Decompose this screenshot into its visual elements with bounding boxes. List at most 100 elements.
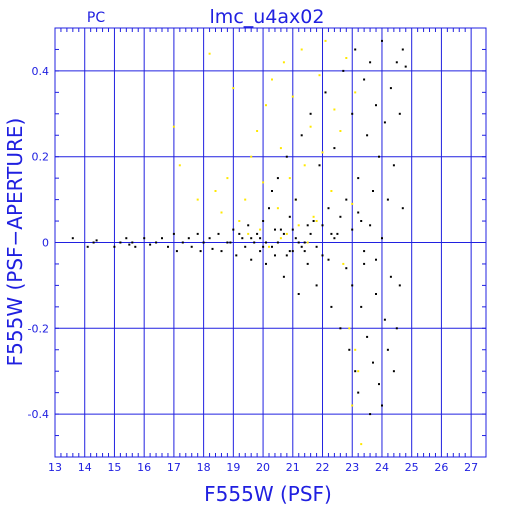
data-point-black — [285, 155, 288, 158]
data-point-yellow — [268, 245, 270, 248]
data-point-black — [383, 121, 386, 124]
data-point-black — [149, 243, 152, 246]
data-point-black — [265, 241, 267, 244]
data-point-black — [345, 267, 348, 270]
data-point-black — [372, 190, 374, 192]
data-point-black — [398, 112, 401, 115]
data-point-black — [375, 258, 377, 261]
data-point-black — [175, 250, 178, 253]
data-point-black — [315, 245, 318, 248]
data-point-black — [297, 241, 300, 244]
data-point-black — [244, 245, 247, 248]
data-point-black — [351, 112, 354, 115]
data-point-yellow — [354, 348, 357, 351]
data-point-black — [291, 228, 294, 231]
data-point-yellow — [196, 198, 199, 201]
x-tick-label: 18 — [197, 461, 211, 474]
data-point-black — [181, 241, 184, 244]
data-point-black — [297, 293, 300, 295]
data-point-black — [363, 250, 366, 253]
y-tick-label: -0.4 — [28, 408, 49, 421]
data-point-black — [202, 241, 205, 244]
data-point-black — [357, 177, 360, 180]
data-point-black — [125, 237, 128, 240]
y-tick-label: 0.4 — [32, 65, 50, 78]
data-point-yellow — [306, 241, 309, 244]
x-tick-label: 15 — [107, 461, 121, 474]
x-tick-label: 14 — [78, 461, 92, 474]
data-point-yellow — [312, 215, 315, 218]
data-point-black — [285, 254, 288, 257]
x-tick-label: 20 — [256, 461, 270, 474]
data-point-black — [282, 232, 285, 235]
data-point-black — [276, 241, 279, 244]
data-point-yellow — [178, 164, 181, 167]
data-point-black — [262, 245, 265, 248]
data-point-black — [342, 69, 345, 72]
data-point-black — [363, 262, 366, 265]
data-point-yellow — [309, 125, 312, 128]
data-point-black — [327, 207, 330, 210]
plot-grid — [54, 27, 487, 458]
data-point-yellow — [226, 177, 229, 180]
data-point-black — [119, 241, 122, 244]
data-point-black — [381, 237, 383, 240]
data-point-black — [271, 190, 273, 192]
data-point-yellow — [276, 207, 279, 210]
x-tick-label: 27 — [464, 461, 478, 474]
data-point-yellow — [303, 164, 306, 167]
data-point-black — [366, 335, 369, 338]
data-point-black — [401, 48, 404, 51]
x-tick-label: 24 — [375, 461, 389, 474]
data-point-black — [155, 241, 158, 244]
data-point-black — [262, 220, 265, 222]
data-point-black — [303, 241, 306, 244]
data-point-black — [268, 207, 270, 210]
data-point-black — [282, 275, 285, 278]
data-point-yellow — [172, 125, 175, 128]
data-point-black — [303, 250, 306, 253]
data-point-black — [381, 39, 383, 42]
x-tick-label: 25 — [405, 461, 419, 474]
data-point-yellow — [321, 151, 324, 154]
data-point-black — [363, 78, 366, 81]
data-point-black — [345, 198, 348, 201]
data-point-black — [372, 361, 374, 364]
data-point-black — [375, 104, 377, 107]
chart-title: lmc_u4ax02 — [210, 6, 325, 28]
data-point-black — [199, 250, 202, 253]
data-point-black — [300, 245, 303, 248]
data-point-yellow — [265, 104, 267, 107]
data-point-black — [86, 245, 89, 248]
data-point-black — [279, 228, 282, 231]
data-point-yellow — [279, 147, 282, 150]
data-point-yellow — [238, 220, 241, 222]
data-point-black — [389, 275, 392, 278]
data-point-black — [274, 228, 276, 231]
data-point-yellow — [232, 87, 235, 90]
data-point-black — [318, 164, 321, 167]
tick-labels: 13 14 15 16 17 18 19 20 21 22 23 24 25 26 27 -0.4 -0.2 0 0… — [28, 65, 479, 474]
data-points — [71, 39, 407, 446]
data-point-yellow — [271, 78, 273, 81]
data-point-yellow — [324, 39, 327, 42]
data-point-black — [211, 247, 214, 250]
data-point-black — [401, 207, 404, 210]
data-point-black — [259, 237, 262, 240]
data-point-black — [274, 254, 276, 257]
x-tick-label: 26 — [434, 461, 448, 474]
data-point-black — [259, 250, 262, 253]
data-point-black — [333, 147, 336, 150]
data-point-yellow — [208, 52, 211, 55]
data-point-black — [288, 215, 291, 218]
data-point-black — [357, 211, 360, 214]
data-point-yellow — [259, 228, 262, 231]
x-axis-label: F555W (PSF) — [204, 482, 332, 506]
data-point-black — [360, 305, 363, 308]
data-point-yellow — [285, 232, 288, 235]
data-point-black — [354, 48, 357, 51]
data-point-yellow — [348, 327, 351, 330]
data-point-black — [134, 245, 137, 248]
data-point-black — [360, 220, 363, 222]
data-point-black — [235, 254, 238, 257]
